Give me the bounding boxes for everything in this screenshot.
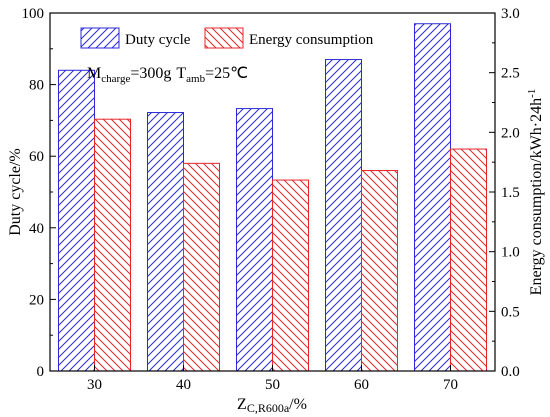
annotation-t-value: =25℃: [205, 65, 248, 82]
bar-energy-consumption-70: [450, 148, 487, 372]
right-tick-label: 0.5: [501, 304, 520, 320]
left-tick-label: 40: [29, 221, 44, 237]
right-tick-label: 2.5: [501, 66, 520, 82]
bars-group: [58, 23, 487, 372]
bar-duty-cycle-40: [147, 112, 184, 372]
x-axis-title: ZC,R600a/%: [237, 396, 307, 415]
legend-label-duty-cycle: Duty cycle: [125, 32, 191, 48]
bar-energy-consumption-40: [183, 162, 220, 372]
y-axis-title-right-main: Energy consumption/kWh·24h: [528, 98, 545, 295]
x-axis-title-suffix: /%: [289, 396, 307, 413]
legend: Duty cycle Energy consumption: [80, 27, 374, 49]
left-tick-label: 100: [22, 6, 45, 22]
bar-energy-consumption-30: [94, 118, 131, 372]
x-tick-label: 30: [87, 377, 102, 393]
x-tick-label: 70: [443, 377, 458, 393]
x-axis-title-sub: C,R600a: [247, 401, 290, 415]
bar-duty-cycle-30: [58, 69, 95, 372]
left-tick-label: 60: [29, 149, 44, 165]
y-axis-title-right: Energy consumption/kWh·24h-1: [526, 89, 545, 296]
left-tick-label: 0: [37, 364, 45, 380]
bar-energy-consumption-60: [361, 170, 398, 372]
right-tick-label: 3.0: [501, 6, 520, 22]
x-tick-label: 50: [265, 377, 280, 393]
x-axis-ticks: 30 40 50 60 70: [87, 365, 458, 393]
right-tick-label: 1.5: [501, 185, 520, 201]
x-tick-label: 60: [354, 377, 369, 393]
annotation-t: T: [176, 65, 186, 82]
annotation-t-sub: amb: [186, 73, 205, 85]
left-tick-label: 80: [29, 78, 44, 94]
bar-duty-cycle-70: [414, 23, 451, 372]
y-axis-title-left: Duty cycle/%: [7, 148, 24, 236]
right-tick-label: 1.0: [501, 245, 520, 261]
annotation-m: M: [87, 65, 101, 82]
annotation-m-value: =300g: [130, 65, 171, 82]
left-axis-ticks: 0 20 40 60 80 100: [22, 6, 56, 380]
x-tick-label: 40: [176, 377, 191, 393]
right-tick-label: 0.0: [501, 364, 520, 380]
legend-swatch-duty-cycle: [80, 27, 120, 49]
x-axis-title-main: Z: [237, 396, 247, 413]
annotation-m-sub: charge: [101, 73, 130, 85]
bar-energy-consumption-50: [272, 179, 309, 372]
legend-label-energy-consumption: Energy consumption: [249, 32, 374, 48]
legend-swatch-energy-consumption: [204, 27, 244, 49]
right-tick-label: 2.0: [501, 125, 520, 141]
bar-duty-cycle-60: [325, 59, 362, 372]
bar-duty-cycle-50: [236, 108, 273, 372]
y-axis-title-right-sup: -1: [526, 89, 538, 98]
left-tick-label: 20: [29, 292, 44, 308]
right-axis-ticks: 0.0 0.5 1.0 1.5 2.0 2.5 3.0: [489, 6, 520, 380]
annotation: Mcharge=300g Tamb=25℃: [87, 65, 248, 85]
